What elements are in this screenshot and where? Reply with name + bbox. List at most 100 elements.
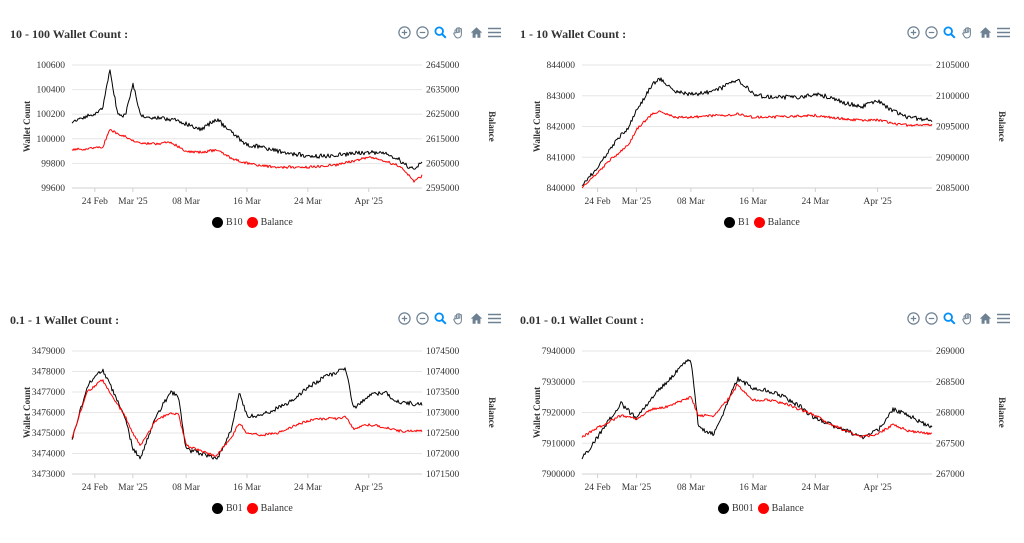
y-right-tick-label: 2595000 [426, 184, 460, 194]
y-right-tick-label: 268500 [936, 378, 965, 388]
x-tick-label: 24 Mar [294, 197, 323, 207]
y-right-tick-label: 1074500 [426, 347, 460, 357]
legend-item-wallet[interactable]: B10 [212, 217, 243, 228]
y-right-tick-label: 267500 [936, 439, 965, 449]
legend-marker [718, 503, 729, 514]
x-tick-label: 16 Mar [233, 483, 262, 493]
balance-line [581, 384, 933, 438]
zoom-out-icon[interactable] [415, 311, 430, 326]
x-tick-label: 24 Feb [82, 197, 108, 207]
home-icon[interactable] [978, 25, 993, 40]
hand-icon[interactable] [451, 25, 466, 40]
legend-item-balance[interactable]: Balance [753, 217, 800, 228]
y-left-tick-label: 3477000 [32, 388, 66, 398]
chart-title: 0.01 - 0.1 Wallet Count : [520, 313, 645, 327]
menu-icon[interactable] [996, 311, 1011, 326]
y-left-tick-label: 7920000 [542, 409, 576, 419]
chart-panel-0.01-0.1: 0.01 - 0.1 Wallet Count : 7900000 7910000… [520, 311, 1020, 543]
menu-icon[interactable] [996, 25, 1011, 40]
chart-plot: 840000 841000 842000 843000 844000 2085000 209… [532, 61, 1007, 207]
y-left-tick-label: 3473000 [32, 470, 66, 480]
y-right-tick-label: 268000 [936, 409, 965, 419]
legend-label: Balance [260, 503, 293, 514]
y-left-tick-label: 3474000 [32, 450, 66, 460]
hand-icon[interactable] [960, 311, 975, 326]
zoom-out-icon[interactable] [924, 25, 939, 40]
x-tick-label: 16 Mar [233, 197, 262, 207]
home-icon[interactable] [978, 311, 993, 326]
x-tick-label: 24 Mar [801, 197, 830, 207]
legend-label: B001 [732, 503, 754, 514]
legend-marker [757, 503, 769, 514]
y-right-tick-label: 2085000 [936, 184, 970, 194]
balance-line [581, 110, 933, 189]
menu-icon[interactable] [487, 25, 502, 40]
legend-marker [212, 217, 223, 228]
home-icon[interactable] [469, 25, 484, 40]
menu-icon[interactable] [487, 311, 502, 326]
y-right-tick-label: 2095000 [936, 123, 970, 133]
chart-toolbar [906, 25, 1011, 40]
legend-item-wallet[interactable]: B1 [724, 217, 750, 228]
y-left-axis-title: Wallet Count [22, 101, 32, 152]
home-icon[interactable] [469, 311, 484, 326]
legend: B01 Balance [212, 503, 293, 514]
hand-icon[interactable] [960, 25, 975, 40]
y-right-tick-label: 1072000 [426, 450, 460, 460]
y-right-tick-label: 1073000 [426, 409, 460, 419]
zoom-in-icon[interactable] [397, 25, 412, 40]
y-right-tick-label: 1072500 [426, 429, 460, 439]
y-right-tick-label: 2090000 [936, 153, 970, 163]
y-right-tick-label: 1071500 [426, 470, 460, 480]
legend-label: B01 [226, 503, 243, 514]
chart-panel-1-10: 1 - 10 Wallet Count : 840000 841000 842000… [520, 25, 1020, 277]
legend-label: B10 [226, 217, 243, 228]
legend: B001 Balance [718, 503, 804, 514]
x-tick-label: Mar '25 [622, 197, 652, 207]
x-tick-label: 08 Mar [172, 197, 201, 207]
magnifier-icon[interactable] [433, 25, 448, 40]
x-tick-label: 24 Mar [294, 483, 323, 493]
legend-item-balance[interactable]: Balance [246, 503, 293, 514]
zoom-in-icon[interactable] [906, 311, 921, 326]
y-right-tick-label: 267000 [936, 470, 965, 480]
y-left-tick-label: 3476000 [32, 409, 66, 419]
y-left-tick-label: 843000 [547, 92, 576, 102]
legend-item-wallet[interactable]: B001 [718, 503, 754, 514]
y-left-tick-label: 7940000 [542, 347, 576, 357]
magnifier-icon[interactable] [942, 25, 957, 40]
y-right-tick-label: 2645000 [426, 61, 460, 71]
legend-marker [246, 503, 258, 514]
y-right-axis-title: Balance [997, 111, 1007, 142]
y-left-tick-label: 100000 [37, 135, 66, 145]
legend: B1 Balance [724, 217, 800, 228]
x-tick-label: 24 Mar [801, 483, 830, 493]
zoom-in-icon[interactable] [906, 25, 921, 40]
legend-marker [753, 217, 765, 228]
legend-item-balance[interactable]: Balance [757, 503, 804, 514]
y-right-tick-label: 1074000 [426, 368, 460, 378]
legend: B10 Balance [212, 217, 293, 228]
legend-label: B1 [738, 217, 750, 228]
magnifier-icon[interactable] [942, 311, 957, 326]
y-right-axis-title: Balance [487, 397, 497, 428]
x-tick-label: Apr '25 [355, 197, 384, 207]
legend-item-balance[interactable]: Balance [246, 217, 293, 228]
y-right-tick-label: 2635000 [426, 86, 460, 96]
x-tick-label: Apr '25 [355, 483, 384, 493]
hand-icon[interactable] [451, 311, 466, 326]
zoom-out-icon[interactable] [924, 311, 939, 326]
x-tick-label: 08 Mar [677, 483, 706, 493]
y-left-tick-label: 7930000 [542, 378, 576, 388]
y-left-tick-label: 3479000 [32, 347, 66, 357]
zoom-out-icon[interactable] [415, 25, 430, 40]
y-left-tick-label: 99800 [41, 159, 65, 169]
legend-item-wallet[interactable]: B01 [212, 503, 243, 514]
y-left-tick-label: 100600 [37, 61, 66, 71]
y-left-axis-title: Wallet Count [22, 387, 32, 438]
zoom-in-icon[interactable] [397, 311, 412, 326]
y-left-tick-label: 841000 [547, 153, 576, 163]
magnifier-icon[interactable] [433, 311, 448, 326]
legend-marker [246, 217, 258, 228]
y-right-tick-label: 2615000 [426, 135, 460, 145]
